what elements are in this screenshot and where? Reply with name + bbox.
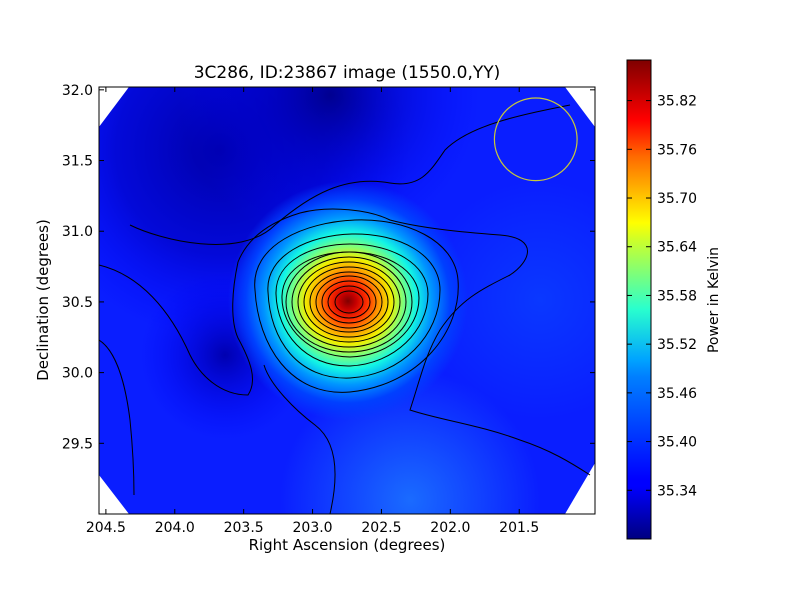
y-axis-ticks: 29.5 30.0 30.5 31.0 31.5 32.0	[62, 83, 595, 452]
beam-circle	[493, 97, 578, 182]
x-tick-label: 204.0	[155, 520, 195, 536]
contour-level-8	[303, 266, 395, 338]
contour-outer-north	[129, 104, 571, 245]
contour-level-5	[285, 251, 413, 353]
y-tick-label: 30.5	[62, 295, 93, 311]
x-tick-label: 203.5	[224, 520, 264, 536]
contour-level-9	[309, 271, 389, 333]
y-tick-label: 32.0	[62, 83, 93, 99]
contour-level-12	[327, 285, 371, 319]
colorbar-tick-label: 35.76	[657, 142, 697, 158]
y-tick-label: 29.5	[62, 436, 93, 452]
heatmap-image	[99, 87, 595, 514]
colorbar-tick-label: 35.82	[657, 94, 697, 110]
contour-south	[263, 364, 336, 514]
contour-level-3	[275, 243, 429, 367]
contour-level-6	[291, 256, 407, 348]
colorbar-tick-label: 35.40	[657, 435, 697, 451]
contour-level-13	[334, 290, 364, 314]
colorbar-label: Power in Kelvin	[706, 247, 722, 353]
y-tick-label: 31.5	[62, 154, 93, 170]
contour-level-10	[315, 275, 383, 329]
contour-level-4	[281, 251, 420, 358]
contour-lines	[99, 104, 591, 514]
x-tick-label: 202.0	[430, 520, 470, 536]
chart-title: 3C286, ID:23867 image (1550.0,YY)	[194, 63, 501, 83]
plot-frame	[98, 86, 596, 515]
colorbar-tick-label: 35.70	[657, 191, 697, 207]
colorbar-tick-label: 35.64	[657, 240, 697, 256]
contour-level-1	[254, 219, 459, 393]
colorbar-tick-label: 35.46	[657, 386, 697, 402]
y-tick-label: 30.0	[62, 366, 93, 382]
x-tick-label: 201.5	[499, 520, 539, 536]
x-tick-label: 204.5	[86, 520, 126, 536]
contour-level-2	[267, 233, 441, 379]
contour-west-edge	[99, 339, 135, 496]
y-tick-label: 31.0	[62, 224, 93, 240]
y-axis-label: Declination (degrees)	[34, 219, 52, 381]
colorbar-tick-label: 35.52	[657, 337, 697, 353]
plot-area: 204.5 204.0 203.5 203.0 202.5 202.0 201.5 29.5…	[62, 83, 596, 536]
colorbar: 35.34 35.40 35.46 35.52 35.58 35.64 35.70 35.76…	[626, 59, 722, 540]
x-axis-ticks: 204.5 204.0 203.5 203.0 202.5 202.0 201.5	[86, 87, 539, 536]
contour-level-7	[297, 261, 401, 343]
x-tick-label: 203.0	[293, 520, 333, 536]
colorbar-tick-label: 35.58	[657, 288, 697, 304]
colorbar-gradient	[626, 59, 652, 540]
colorbar-ticks: 35.34 35.40 35.46 35.52 35.58 35.64 35.70 35.76…	[627, 94, 697, 499]
colorbar-tick-label: 35.34	[657, 483, 697, 499]
x-axis-label: Right Ascension (degrees)	[249, 536, 446, 554]
x-tick-label: 202.5	[361, 520, 401, 536]
contour-west-loop	[99, 208, 591, 476]
contour-level-11	[321, 280, 377, 324]
